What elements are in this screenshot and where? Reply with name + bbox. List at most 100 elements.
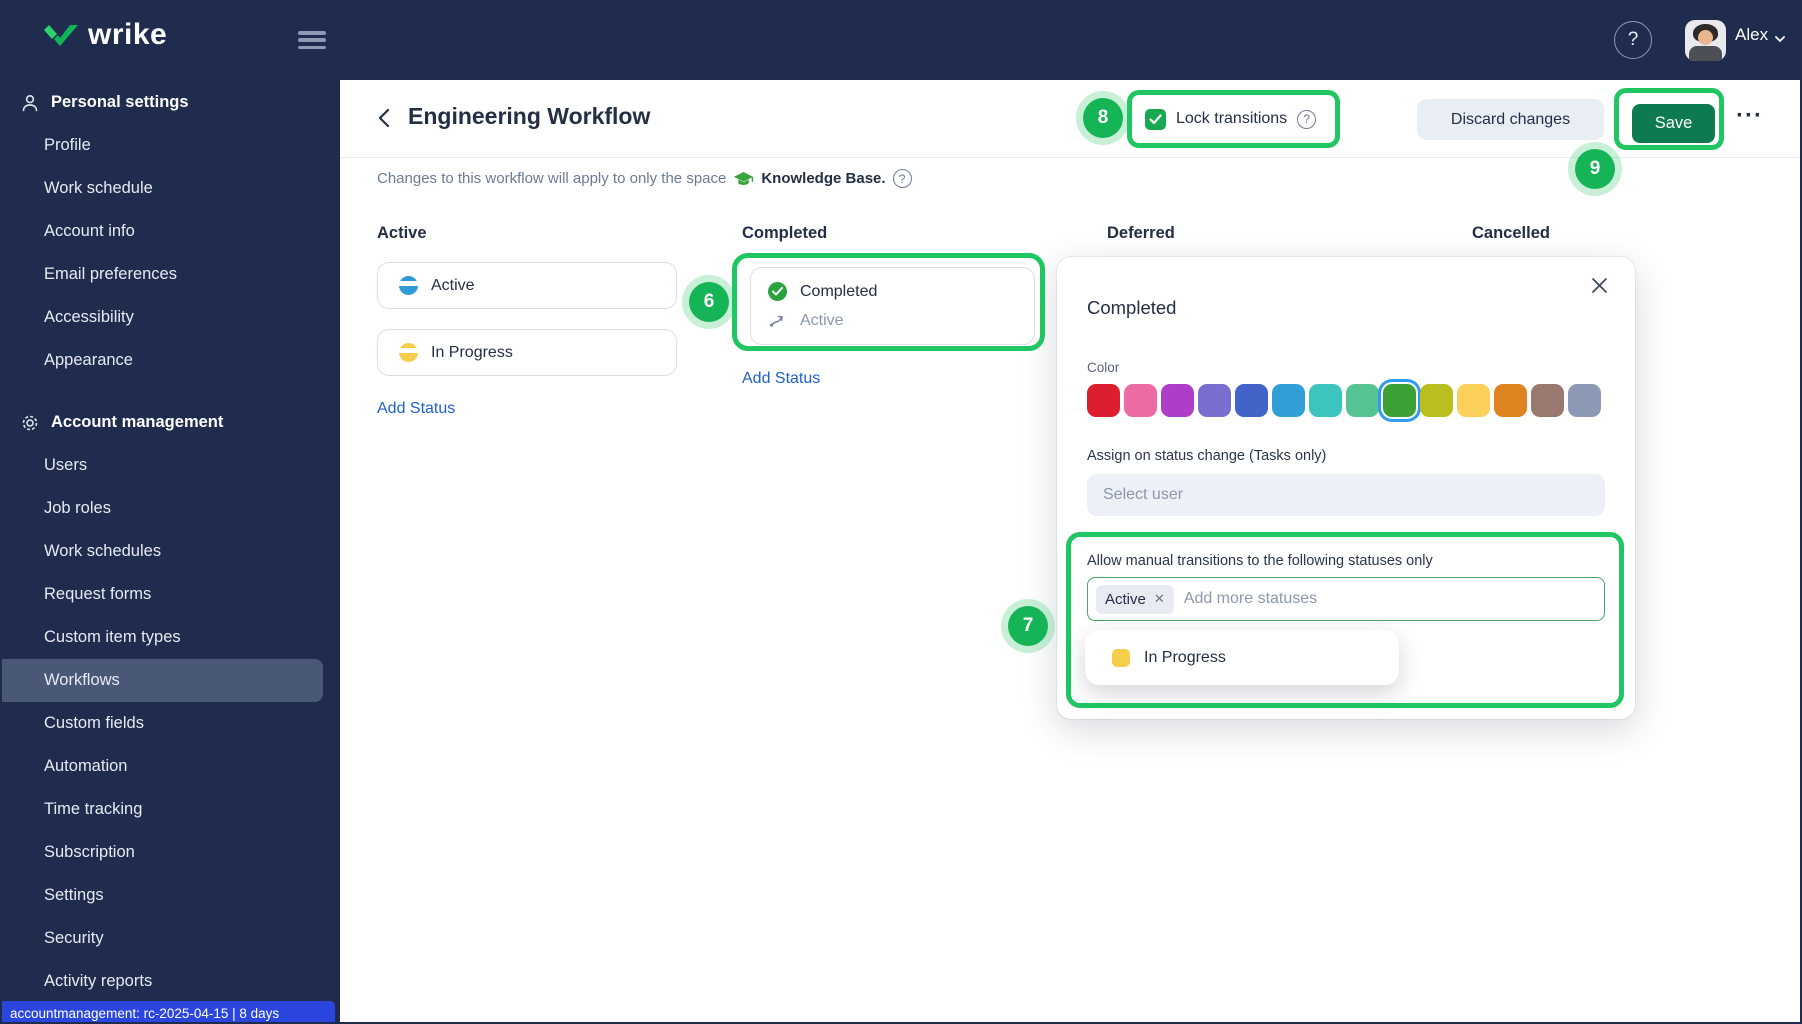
transition-arrow-icon <box>769 315 783 327</box>
sidebar-item-workflows[interactable]: Workflows <box>2 659 323 702</box>
save-button[interactable]: Save <box>1632 104 1715 143</box>
save-annotation-box: Save <box>1614 88 1724 150</box>
sidebar-item-work-schedules[interactable]: Work schedules <box>44 542 162 560</box>
logo-text: wrike <box>88 18 168 51</box>
space-graduation-cap-icon <box>734 171 754 185</box>
more-options-button[interactable]: ··· <box>1736 102 1763 129</box>
color-swatch[interactable] <box>1568 384 1601 417</box>
sidebar-item-appearance[interactable]: Appearance <box>44 351 133 369</box>
header-divider <box>340 157 1800 158</box>
select-user-input[interactable] <box>1087 474 1605 516</box>
chip-remove-icon[interactable]: ✕ <box>1153 591 1165 606</box>
assign-label: Assign on status change (Tasks only) <box>1087 448 1327 464</box>
color-swatch[interactable] <box>1531 384 1564 417</box>
wrike-logo[interactable]: wrike <box>42 18 167 52</box>
column-header-deferred: Deferred <box>1107 224 1175 242</box>
annotation-badge-6: 6 <box>689 282 729 322</box>
build-version-badge: accountmanagement: rc-2025-04-15 | 8 day… <box>2 1001 335 1022</box>
user-name[interactable]: Alex <box>1735 25 1769 44</box>
status-in-progress-icon <box>399 343 418 362</box>
sidebar-item-accessibility[interactable]: Accessibility <box>44 308 134 326</box>
color-swatch[interactable] <box>1235 384 1268 417</box>
color-swatch[interactable] <box>1272 384 1305 417</box>
sidebar-item-work-schedule[interactable]: Work schedule <box>44 179 153 197</box>
status-completed-label: Completed <box>800 282 878 300</box>
sidebar-item-activity-reports[interactable]: Activity reports <box>44 972 153 990</box>
color-swatch[interactable] <box>1309 384 1342 417</box>
sidebar-section-personal-settings: Personal settings <box>2 81 340 124</box>
lock-transitions-annotation-box: Lock transitions ? <box>1127 90 1340 148</box>
hamburger-menu-icon[interactable] <box>298 28 326 52</box>
color-swatch[interactable] <box>1087 384 1120 417</box>
status-dropdown-item-in-progress[interactable]: In Progress <box>1085 630 1399 685</box>
sidebar-item-automation[interactable]: Automation <box>44 757 128 775</box>
sidebar-item-settings[interactable]: Settings <box>44 886 104 904</box>
sidebar-item-profile[interactable]: Profile <box>44 136 91 154</box>
page-title: Engineering Workflow <box>408 103 651 129</box>
annotation-badge-7: 7 <box>1008 606 1048 646</box>
sidebar-section-account-management: Account management <box>2 401 340 444</box>
workflow-scope-info: Changes to this workflow will apply to o… <box>377 169 912 188</box>
completed-card-annotation-box: Completed Active <box>732 253 1045 351</box>
sidebar-item-custom-item-types[interactable]: Custom item types <box>44 628 181 646</box>
scope-help-icon[interactable]: ? <box>892 169 912 188</box>
gear-icon <box>20 413 40 433</box>
discard-changes-button[interactable]: Discard changes <box>1417 99 1604 140</box>
chevron-down-icon[interactable] <box>1774 33 1786 45</box>
status-card-completed[interactable]: Completed Active <box>750 267 1035 345</box>
status-card-in-progress[interactable]: In Progress <box>377 329 677 376</box>
close-icon[interactable] <box>1587 273 1611 297</box>
sidebar-item-job-roles[interactable]: Job roles <box>44 499 111 517</box>
color-swatch-selected[interactable] <box>1383 384 1416 417</box>
person-icon <box>20 93 40 113</box>
avatar[interactable] <box>1685 20 1726 61</box>
color-swatch[interactable] <box>1198 384 1231 417</box>
add-more-statuses-input[interactable] <box>1183 590 1596 608</box>
transitions-annotation-box <box>1066 532 1624 708</box>
column-header-cancelled: Cancelled <box>1472 224 1550 242</box>
column-header-active: Active <box>377 224 427 242</box>
sidebar-item-email-preferences[interactable]: Email preferences <box>44 265 177 283</box>
info-text: Changes to this workflow will apply to o… <box>377 170 727 187</box>
color-swatch[interactable] <box>1346 384 1379 417</box>
sidebar-item-account-info[interactable]: Account info <box>44 222 135 240</box>
color-swatch[interactable] <box>1420 384 1453 417</box>
sidebar-item-subscription[interactable]: Subscription <box>44 843 135 861</box>
top-bar: wrike ? Alex <box>2 2 1800 80</box>
sidebar-item-custom-fields[interactable]: Custom fields <box>44 714 144 732</box>
status-in-progress-label: In Progress <box>431 343 513 361</box>
popup-title: Completed <box>1087 297 1177 318</box>
lock-transitions-checkbox[interactable] <box>1145 108 1166 130</box>
color-swatch[interactable] <box>1161 384 1194 417</box>
status-settings-popup: Completed Color Assign on status change … <box>1057 257 1635 719</box>
transitions-label: Allow manual transitions to the followin… <box>1087 553 1433 569</box>
annotation-badge-9: 9 <box>1575 149 1615 189</box>
in-progress-color-icon <box>1112 648 1130 667</box>
back-button[interactable] <box>372 105 398 131</box>
sidebar-item-security[interactable]: Security <box>44 929 104 947</box>
dropdown-item-label: In Progress <box>1144 648 1226 666</box>
status-active-icon <box>399 276 418 295</box>
status-active-label: Active <box>431 276 475 294</box>
color-swatch[interactable] <box>1124 384 1157 417</box>
lock-transitions-help-icon[interactable]: ? <box>1297 109 1317 129</box>
space-name[interactable]: Knowledge Base. <box>761 170 886 187</box>
sidebar: Personal settings Profile Work schedule Acc… <box>2 80 340 1022</box>
sidebar-item-users[interactable]: Users <box>44 456 88 474</box>
chip-label: Active <box>1105 590 1146 608</box>
wrike-logo-icon <box>44 25 78 46</box>
sidebar-item-time-tracking[interactable]: Time tracking <box>44 800 143 818</box>
help-icon[interactable]: ? <box>1614 21 1652 59</box>
status-card-active[interactable]: Active <box>377 262 677 309</box>
column-header-completed: Completed <box>742 224 828 242</box>
status-chip-active[interactable]: Active ✕ <box>1096 584 1174 614</box>
color-swatch[interactable] <box>1494 384 1527 417</box>
color-swatch[interactable] <box>1457 384 1490 417</box>
transitions-input[interactable]: Active ✕ <box>1087 577 1605 621</box>
add-status-link-active-column[interactable]: Add Status <box>377 400 456 417</box>
add-status-link-completed-column[interactable]: Add Status <box>742 370 821 387</box>
color-swatch-row <box>1087 384 1601 417</box>
sidebar-item-request-forms[interactable]: Request forms <box>44 585 152 603</box>
annotation-badge-8: 8 <box>1083 98 1123 138</box>
